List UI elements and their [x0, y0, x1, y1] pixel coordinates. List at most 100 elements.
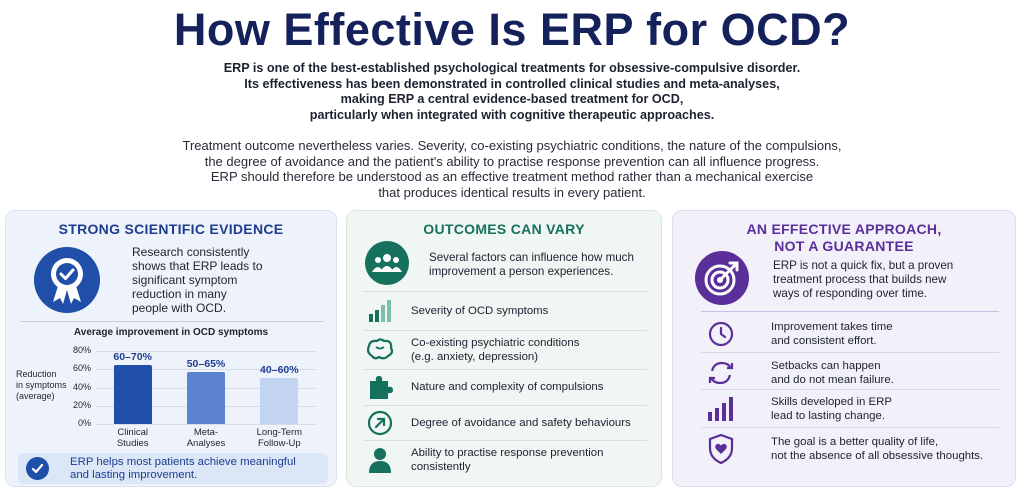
intro-line: Treatment outcome nevertheless varies. S…: [182, 138, 842, 153]
divider: [701, 427, 999, 428]
gridline: [96, 369, 316, 371]
chart-bar: [113, 364, 152, 424]
intro-paragraph-1: ERP is one of the best-established psych…: [120, 61, 904, 123]
x-category-label: Long-Term Follow-Up: [244, 427, 314, 449]
banner-line: ERP helps most patients achieve meaningf…: [70, 456, 296, 468]
principle-text: and do not mean failure.: [771, 374, 894, 386]
bar-data-label: 60–70%: [113, 350, 152, 363]
refresh-cycle-icon: [701, 357, 741, 389]
factor-text: consistently: [411, 461, 471, 473]
chart-title: Average improvement in OCD symptoms: [73, 327, 269, 338]
y-tick-label: 80%: [72, 345, 91, 355]
signal-bars-icon: [363, 296, 397, 326]
x-category-label: Clinical Studies: [98, 427, 168, 449]
divider: [363, 405, 647, 406]
person-icon: [363, 445, 397, 475]
intro-line: making ERP a central evidence-based trea…: [340, 92, 684, 106]
bar-data-label: 40–60%: [260, 364, 299, 377]
principle-text: lead to lasting change.: [771, 410, 885, 422]
principle-text: The goal is a better quality of life,: [771, 436, 939, 448]
factor-item: Ability to practise response prevention …: [363, 442, 647, 478]
intro-line: ERP should therefore be understood as an…: [210, 169, 814, 184]
lead-line: Several factors can influence how much: [429, 251, 634, 264]
factor-item: Co-existing psychiatric conditions (e.g.…: [363, 332, 647, 368]
clock-icon: [701, 318, 741, 350]
y-tick-label: 20%: [72, 399, 91, 410]
outcomes-lead-text: Several factors can influence how much i…: [429, 251, 634, 279]
factor-item: Degree of avoidance and safety behaviour…: [363, 405, 647, 441]
lead-line: Research consistently: [132, 245, 250, 259]
principle-text: not the absence of all obsessive thought…: [771, 450, 984, 462]
x-category-line: Meta-: [193, 427, 219, 438]
factor-item: Nature and complexity of compulsions: [363, 369, 647, 405]
factor-text: Severity of OCD symptoms: [411, 305, 549, 317]
chart-bar: [260, 378, 299, 424]
lead-line: reduction in many: [132, 287, 227, 301]
award-badge-icon: [34, 247, 100, 313]
factor-text: Ability to practise response prevention: [411, 447, 604, 459]
principle-text: Improvement takes time: [771, 321, 893, 333]
principle-text: Skills developed in ERP: [771, 396, 892, 408]
bar-chart: 0% 20% 40% 60% 80% 60–70% Clinical Studies 50–65…: [6, 211, 336, 486]
gridline: [96, 424, 316, 425]
factor-text: Nature and complexity of compulsions: [411, 381, 604, 393]
x-category-line: Studies: [116, 438, 149, 449]
ylabel-line: (average): [16, 391, 55, 401]
y-tick-label: 0%: [77, 418, 91, 428]
principle-item: Skills developed in ERP lead to lasting …: [701, 390, 1001, 428]
outcomes-card-title: OUTCOMES CAN VARY: [423, 221, 585, 237]
divider: [363, 291, 647, 292]
lead-line: shows that ERP leads to: [132, 259, 263, 273]
evidence-lead-text: Research consistently shows that ERP lea…: [132, 245, 263, 315]
lead-line: people with OCD.: [132, 301, 227, 315]
intro-line: ERP is one of the best-established psych…: [223, 61, 801, 75]
outcomes-card: OUTCOMES CAN VARY Several factors can in…: [346, 210, 662, 487]
divider: [363, 330, 647, 331]
evidence-card: STRONG SCIENTIFIC EVIDENCE Research cons…: [5, 210, 337, 487]
lead-line: ERP is not a quick fix, but a proven: [773, 259, 954, 272]
factor-text: Co-existing psychiatric conditions: [411, 337, 580, 349]
divider: [701, 352, 999, 353]
lead-line: improvement a person experiences.: [429, 265, 614, 278]
principle-text: and consistent effort.: [771, 335, 877, 347]
approach-card-title: AN EFFECTIVE APPROACH, NOT A GUARANTEE: [673, 221, 1015, 255]
divider: [701, 311, 999, 312]
puzzle-icon: [363, 372, 397, 402]
gridline: [96, 351, 316, 352]
arrow-up-right-icon: [363, 408, 397, 438]
x-category-line: Analyses: [186, 438, 226, 449]
principle-text: Setbacks can happen: [771, 360, 881, 372]
divider: [20, 321, 324, 322]
x-category-label: Meta- Analyses: [171, 427, 241, 449]
lead-line: treatment process that builds new: [773, 273, 947, 286]
growth-bars-icon: [701, 393, 741, 425]
factor-text: Degree of avoidance and safety behaviour…: [411, 417, 631, 429]
divider: [363, 369, 647, 370]
banner-line: and lasting improvement.: [70, 469, 198, 481]
page-title: How Effective Is ERP for OCD?: [173, 4, 851, 55]
intro-line: particularly when integrated with cognit…: [309, 107, 715, 122]
brain-icon: [363, 335, 397, 365]
title-line: AN EFFECTIVE APPROACH,: [746, 221, 942, 237]
banner-text: ERP helps most patients achieve meaningf…: [70, 456, 296, 482]
factor-item: Severity of OCD symptoms: [363, 293, 647, 329]
x-category-line: Long-Term: [256, 427, 303, 438]
divider: [701, 389, 999, 390]
lead-line: ways of responding over time.: [773, 287, 928, 300]
heart-shield-icon: [701, 433, 741, 465]
target-arrow-icon: [695, 251, 749, 305]
x-category-line: Follow-Up: [257, 438, 301, 449]
ylabel-line: Reduction: [16, 369, 57, 379]
bar-data-label: 50–65%: [186, 357, 226, 370]
y-tick-label: 40%: [72, 381, 91, 392]
check-circle-icon: [26, 457, 49, 480]
intro-line: that produces identical results in every…: [378, 184, 646, 200]
evidence-card-title: STRONG SCIENTIFIC EVIDENCE: [58, 221, 284, 237]
y-tick-label: 60%: [72, 363, 91, 374]
principle-item: The goal is a better quality of life, no…: [701, 430, 1001, 468]
lead-line: significant symptom: [132, 273, 238, 287]
ylabel-line: in symptoms: [16, 380, 67, 390]
people-group-icon: [365, 241, 409, 285]
approach-lead-text: ERP is not a quick fix, but a proven tre…: [773, 259, 953, 301]
chart-bar: [187, 371, 225, 424]
